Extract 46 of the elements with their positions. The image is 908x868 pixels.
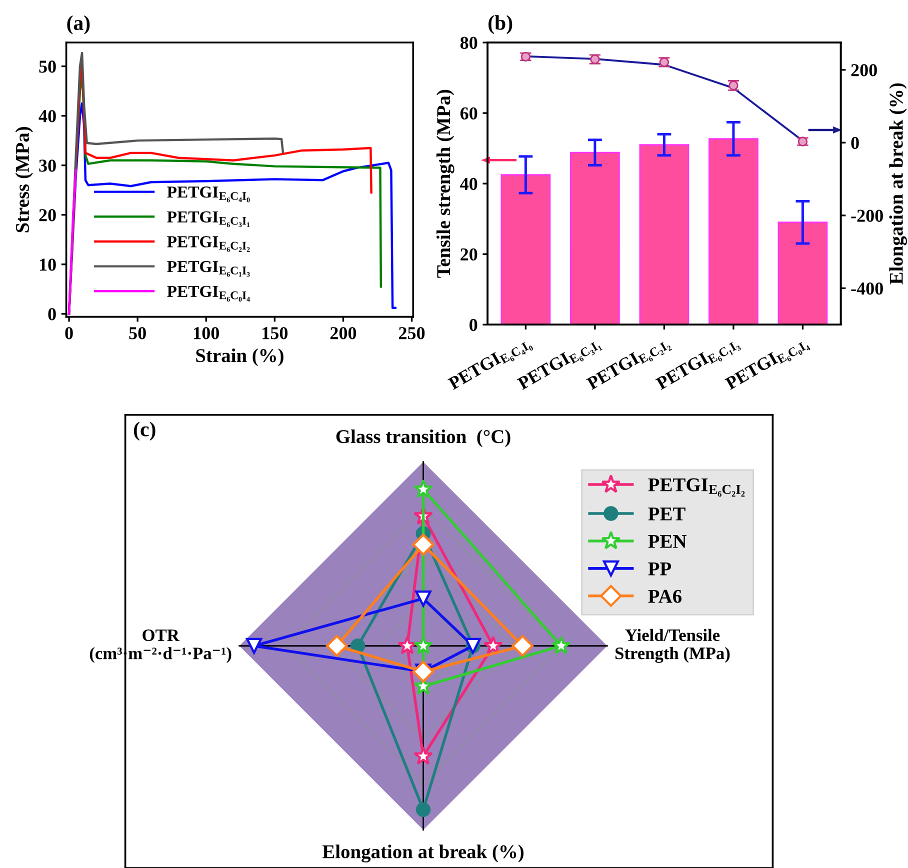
legend-label: PETGI$_{E₆C₁I₃}$ <box>167 260 250 277</box>
y2-axis-title: Elongation at break (%) <box>889 83 907 284</box>
chart-title: (b) <box>488 15 512 34</box>
spoke-label: Elongation at break (%) <box>322 844 524 862</box>
spoke-label: Yield/Tensile Strength (MPa) <box>615 628 730 663</box>
y2-tick-label: 0 <box>851 136 859 150</box>
x-tick-label: 50 <box>129 327 146 340</box>
x-tick-label: 200 <box>330 327 356 340</box>
y2-tick-label: -200 <box>851 210 883 222</box>
x-tick-label: 100 <box>194 327 219 340</box>
x-axis-title: Strain (%) <box>196 348 284 366</box>
y-tick-label: 0 <box>48 308 56 320</box>
legend-label: PEN <box>648 535 687 548</box>
legend-label: PA6 <box>648 590 682 603</box>
legend-label: PETGI$_{E₆C₄I₀}$ <box>167 186 250 202</box>
y-tick-label: 50 <box>39 60 56 73</box>
y-tick-label: 20 <box>39 209 56 222</box>
legend-label: PP <box>648 562 672 576</box>
y-tick-label: 40 <box>460 178 478 190</box>
x-tick-label: 250 <box>398 327 425 340</box>
y2-tick-label: -400 <box>851 282 883 295</box>
y-tick-label: 60 <box>460 107 478 120</box>
chart-title: (c) <box>134 422 156 441</box>
spoke-label: Glass transition (°C) <box>336 429 510 448</box>
y-axis-title: Tensile strength (MPa) <box>436 90 454 278</box>
y-tick-label: 40 <box>38 110 56 122</box>
legend-label: PETGI$_{E₆C₀I₄}$ <box>167 286 250 302</box>
bar <box>639 144 690 325</box>
bar <box>500 174 551 325</box>
chart-title: (a) <box>67 15 90 34</box>
bar <box>570 152 620 325</box>
legend-label: PETGI$_{E₆C₃I₁}$ <box>167 211 250 228</box>
bar <box>778 222 828 325</box>
y-tick-label: 10 <box>40 258 56 271</box>
legend-label: PETGI$_{E₆C₂I₂}$ <box>167 236 250 252</box>
y-tick-label: 20 <box>460 248 478 261</box>
y2-tick-label: 200 <box>851 64 877 76</box>
bar <box>708 138 758 325</box>
legend-label: PET <box>648 508 686 520</box>
legend-label: PETGI$_{E₆C₂I₂}$ <box>648 478 745 497</box>
x-tick-label: 0 <box>65 327 73 340</box>
y-tick-label: 30 <box>39 160 56 172</box>
y-axis-title: Stress (MPa) <box>15 126 33 232</box>
y-tick-label: 80 <box>460 36 478 49</box>
y-tick-label: 0 <box>470 318 478 332</box>
x-tick-label: 150 <box>262 327 288 340</box>
